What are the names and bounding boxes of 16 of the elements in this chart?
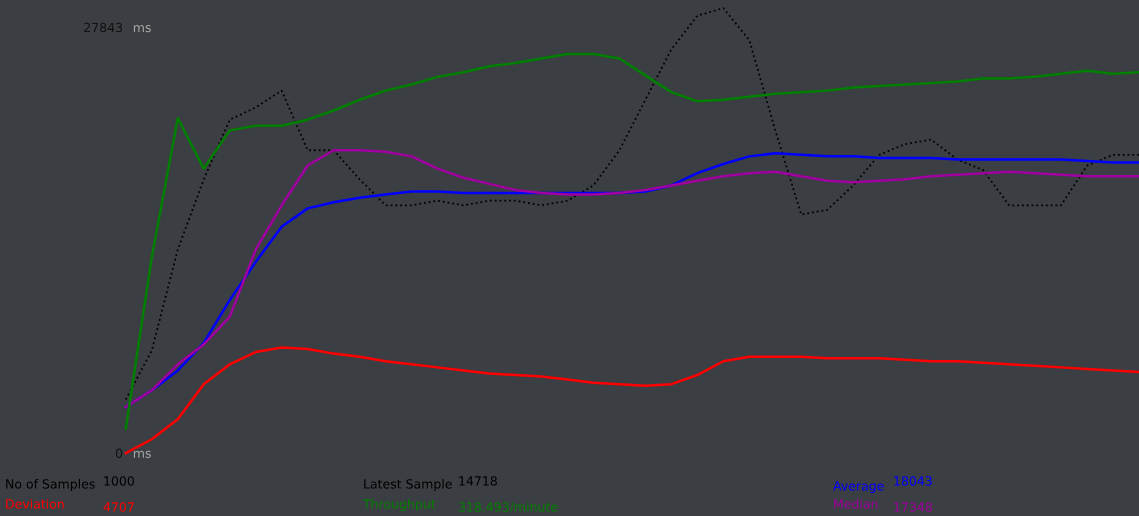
- line-series: [124, 7, 1139, 401]
- text: 14718: [459, 476, 497, 486]
- text: ms: [133, 450, 151, 458]
- text: 4707: [103, 502, 134, 512]
- y-axis-title: ms: [133, 25, 151, 33]
- text: 18043: [894, 476, 932, 486]
- text: 318.493/minute: [458, 501, 558, 513]
- line-series: [124, 52, 1139, 430]
- text: Average: [833, 481, 884, 494]
- text: Latest Sample: [364, 478, 452, 492]
- text: Deviation: [6, 498, 64, 509]
- text: 17348: [894, 502, 932, 512]
- text: 1000: [104, 476, 134, 486]
- text: Throughput: [362, 498, 436, 512]
- text: Median: [834, 498, 878, 509]
- text: No of Samples: [6, 478, 95, 492]
